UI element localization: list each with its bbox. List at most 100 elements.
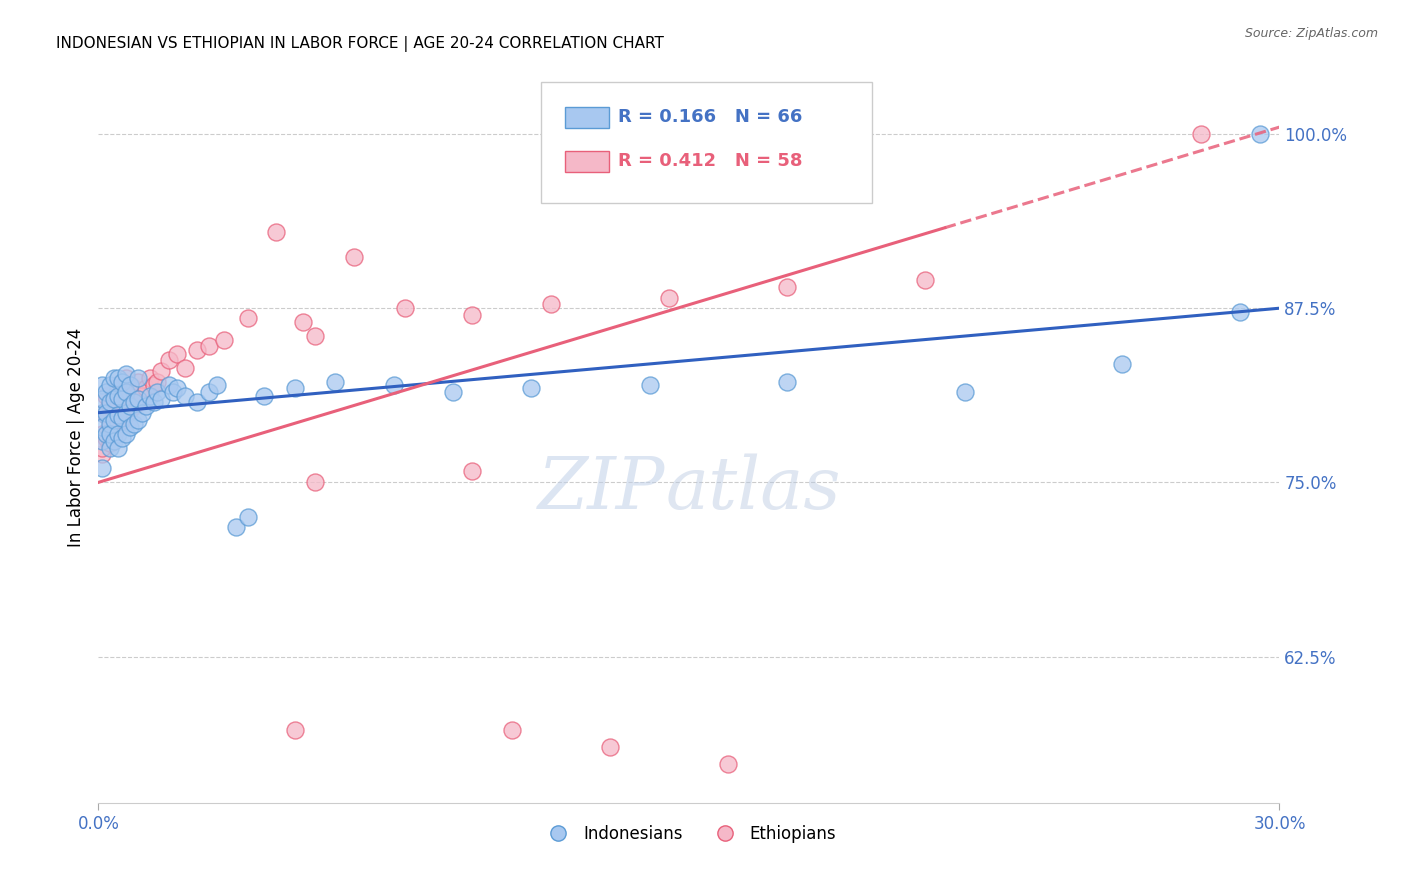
Point [914, 273, 936, 287]
Point [111, 411, 134, 425]
Point [599, 740, 621, 755]
Point [115, 384, 138, 399]
FancyBboxPatch shape [565, 107, 609, 128]
Legend: Indonesians, Ethiopians: Indonesians, Ethiopians [536, 818, 842, 849]
Point [138, 371, 160, 385]
Point [323, 375, 346, 389]
FancyBboxPatch shape [541, 82, 872, 203]
Point [717, 756, 740, 771]
Point [91, 434, 114, 448]
Point [115, 367, 138, 381]
Point [107, 389, 129, 403]
Point [127, 371, 149, 385]
Point [91, 392, 114, 406]
Point [111, 412, 134, 426]
Point [103, 426, 125, 441]
Point [91, 448, 114, 462]
Point [197, 384, 219, 399]
Point [103, 406, 125, 420]
Point [186, 394, 208, 409]
Point [103, 384, 125, 399]
Point [91, 406, 114, 420]
Point [127, 375, 149, 389]
Point [150, 364, 173, 378]
Point [776, 280, 799, 294]
Point [135, 399, 157, 413]
Point [107, 409, 129, 423]
Point [91, 426, 114, 441]
Point [142, 377, 165, 392]
Point [98, 441, 121, 455]
Point [138, 389, 160, 403]
Point [122, 399, 145, 413]
Point [1249, 127, 1271, 141]
Point [107, 397, 129, 411]
Point [98, 417, 121, 431]
Text: Source: ZipAtlas.com: Source: ZipAtlas.com [1244, 27, 1378, 40]
Point [91, 461, 114, 475]
Point [343, 250, 366, 264]
Point [98, 426, 121, 441]
Point [1111, 357, 1133, 371]
Point [135, 381, 157, 395]
Point [166, 347, 188, 361]
Point [638, 377, 661, 392]
Point [394, 301, 416, 316]
Point [461, 464, 484, 478]
Point [382, 377, 405, 392]
Point [91, 406, 114, 420]
Point [98, 419, 121, 434]
Point [96, 409, 118, 423]
Point [98, 377, 121, 392]
Point [96, 406, 118, 420]
Point [91, 419, 114, 434]
Point [107, 377, 129, 392]
Point [157, 377, 180, 392]
Point [197, 339, 219, 353]
Point [131, 389, 153, 403]
Point [441, 384, 464, 399]
Point [284, 381, 307, 395]
Text: atlas: atlas [665, 453, 841, 524]
Point [107, 426, 129, 441]
Point [540, 297, 562, 311]
Text: ZIP: ZIP [538, 453, 665, 524]
Point [111, 394, 134, 409]
Point [111, 431, 134, 445]
Point [98, 394, 121, 409]
Point [107, 417, 129, 431]
Point [142, 394, 165, 409]
Point [107, 441, 129, 455]
Point [96, 389, 118, 403]
Point [174, 361, 197, 376]
Point [111, 375, 134, 389]
Point [520, 381, 543, 395]
Point [115, 409, 138, 423]
Point [658, 292, 681, 306]
Point [118, 419, 141, 434]
Point [127, 394, 149, 409]
Point [118, 384, 141, 399]
Point [292, 315, 315, 329]
Point [501, 723, 523, 738]
Point [186, 343, 208, 357]
Point [107, 371, 129, 385]
Point [304, 475, 326, 490]
Point [115, 406, 138, 420]
Text: INDONESIAN VS ETHIOPIAN IN LABOR FORCE | AGE 20-24 CORRELATION CHART: INDONESIAN VS ETHIOPIAN IN LABOR FORCE |… [56, 36, 664, 52]
Point [115, 371, 138, 385]
Point [91, 441, 114, 455]
Point [127, 392, 149, 406]
Point [115, 426, 138, 441]
Point [115, 389, 138, 403]
Text: R = 0.412   N = 58: R = 0.412 N = 58 [619, 153, 803, 170]
Point [103, 392, 125, 406]
Point [214, 333, 236, 347]
Point [98, 399, 121, 413]
FancyBboxPatch shape [565, 151, 609, 171]
Point [146, 384, 169, 399]
Point [953, 384, 976, 399]
Point [111, 375, 134, 389]
Point [205, 377, 228, 392]
Point [122, 394, 145, 409]
